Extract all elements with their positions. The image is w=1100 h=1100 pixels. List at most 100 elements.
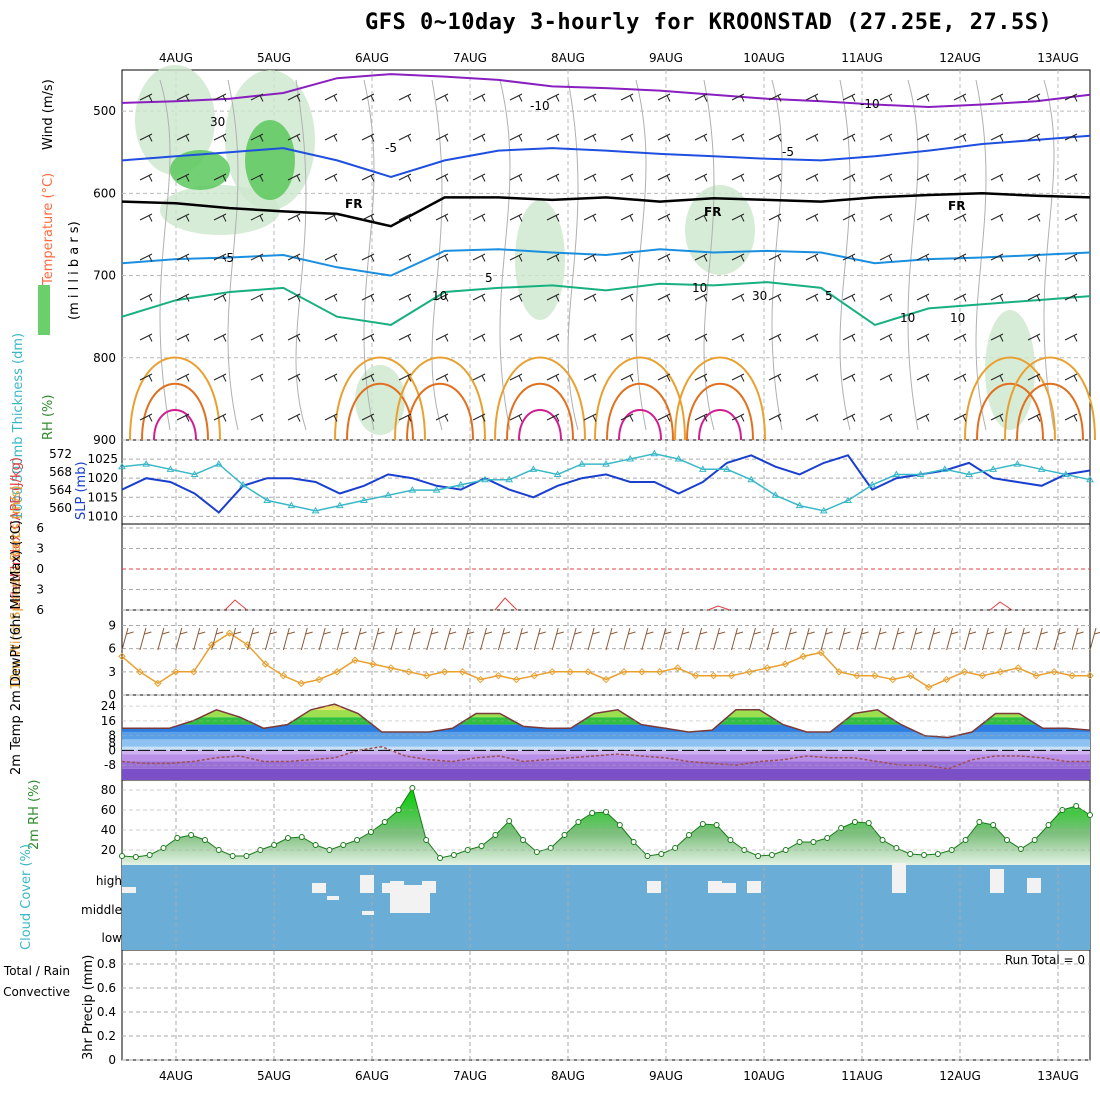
wind-tick: 9 <box>108 618 116 632</box>
thickness-marker <box>335 501 344 509</box>
contour-label: 10 <box>950 311 965 325</box>
wind-barb <box>694 373 708 382</box>
thickness-marker <box>505 475 514 483</box>
wind-barb <box>472 253 486 262</box>
wind-barb <box>842 293 856 302</box>
wind-barb <box>731 373 745 382</box>
wind-barb <box>731 133 745 142</box>
wind-barb <box>324 213 338 222</box>
rh-marker <box>768 852 775 858</box>
wind-barb <box>657 93 671 102</box>
rh-marker <box>423 837 430 843</box>
thickness-marker <box>311 506 320 514</box>
rh-tick: 60 <box>101 803 116 817</box>
rh-marker <box>658 851 665 857</box>
temp-tick: 8 <box>108 729 116 743</box>
wind-barb <box>1064 133 1078 142</box>
wind-barb <box>731 173 745 182</box>
wind-barb <box>768 213 782 222</box>
wind-barb <box>1064 93 1078 102</box>
wind-barb <box>731 293 745 302</box>
wind-barb <box>620 173 634 182</box>
contour-label: -10 <box>860 97 880 111</box>
wind-barb <box>546 173 560 182</box>
rh-marker <box>381 819 388 825</box>
wind-speed-marker <box>942 675 951 684</box>
wind-barb <box>953 373 967 382</box>
wind-barb <box>472 373 486 382</box>
temperature-contour-warm <box>406 382 474 441</box>
precip-conv-label: Convective <box>3 985 70 999</box>
rh-shade <box>985 310 1035 430</box>
wind-speed-marker <box>458 668 467 676</box>
rh-marker <box>201 837 208 843</box>
rh-shade-high <box>245 120 295 200</box>
wind-speed-marker <box>799 652 807 661</box>
wind-barb-10m <box>820 627 833 651</box>
thickness-marker <box>844 496 852 503</box>
wind-barb <box>842 413 856 422</box>
rh-marker <box>990 822 997 828</box>
rh-marker <box>976 819 983 825</box>
rh-shade <box>160 185 280 235</box>
wind-speed-marker <box>476 675 485 684</box>
rh-contour <box>431 79 443 431</box>
wind-barb <box>361 333 375 342</box>
wind-speed-marker <box>620 668 628 676</box>
contour-label: FR <box>704 205 721 219</box>
cloud-high-bar <box>990 869 1004 893</box>
temperature-contour-warm <box>153 409 197 441</box>
wind-barb <box>324 133 338 142</box>
wind-barb-10m <box>354 627 367 651</box>
thickness-marker <box>190 470 199 478</box>
wind-barb <box>768 173 782 182</box>
wind-barb <box>176 213 190 222</box>
wind-barb <box>1064 293 1078 302</box>
upper-air-ylabel-part: Temperature (°C) <box>41 173 56 286</box>
wind-barb <box>953 413 967 422</box>
wind-speed-marker <box>512 675 521 684</box>
temp-band <box>122 746 1090 751</box>
wind-barb <box>435 413 449 422</box>
rh-marker <box>962 837 969 843</box>
contour-label: 10 <box>692 281 707 295</box>
temperature-contour-warm <box>594 356 686 441</box>
wind-barb <box>139 213 153 222</box>
rh-marker <box>575 819 582 825</box>
wind-barb-10m <box>677 627 690 651</box>
wind-barb-10m <box>157 627 170 651</box>
rh-contour <box>975 79 987 431</box>
thickness-marker <box>771 491 780 498</box>
cloud-high-bar <box>892 863 906 893</box>
thickness-tick: 568 <box>49 465 72 479</box>
wind-tick: 0 <box>108 688 116 702</box>
wind-barb <box>361 173 375 182</box>
precip-tick: 0.8 <box>97 957 116 971</box>
wind-barb-10m <box>533 627 546 651</box>
temp-band <box>122 709 1090 718</box>
thickness-marker <box>819 506 828 514</box>
rh-marker <box>921 852 928 858</box>
wind-barb <box>805 293 819 302</box>
wind-barb <box>731 213 745 222</box>
wind-barb <box>657 253 671 262</box>
wind-barb <box>398 213 412 222</box>
contour-label: 30 <box>210 115 225 129</box>
temp-tick: -8 <box>104 758 116 772</box>
wind-barb <box>398 373 412 382</box>
wind-barb <box>842 133 856 142</box>
wind-speed-marker <box>154 679 162 688</box>
dewpoint-line <box>121 745 1090 770</box>
rh-marker <box>1045 822 1052 828</box>
contour-label: -5 <box>385 141 397 155</box>
thickness-marker <box>602 460 610 467</box>
thickness-marker <box>384 491 393 498</box>
wind-barb <box>620 373 634 382</box>
cape-ylabel: Lifted Index CAPE (J/kg) <box>9 457 24 610</box>
wind-barb <box>398 333 412 342</box>
wind-barb <box>324 293 338 302</box>
wind-barb <box>768 253 782 262</box>
wind-barb <box>657 413 671 422</box>
wind-barb <box>509 213 523 222</box>
